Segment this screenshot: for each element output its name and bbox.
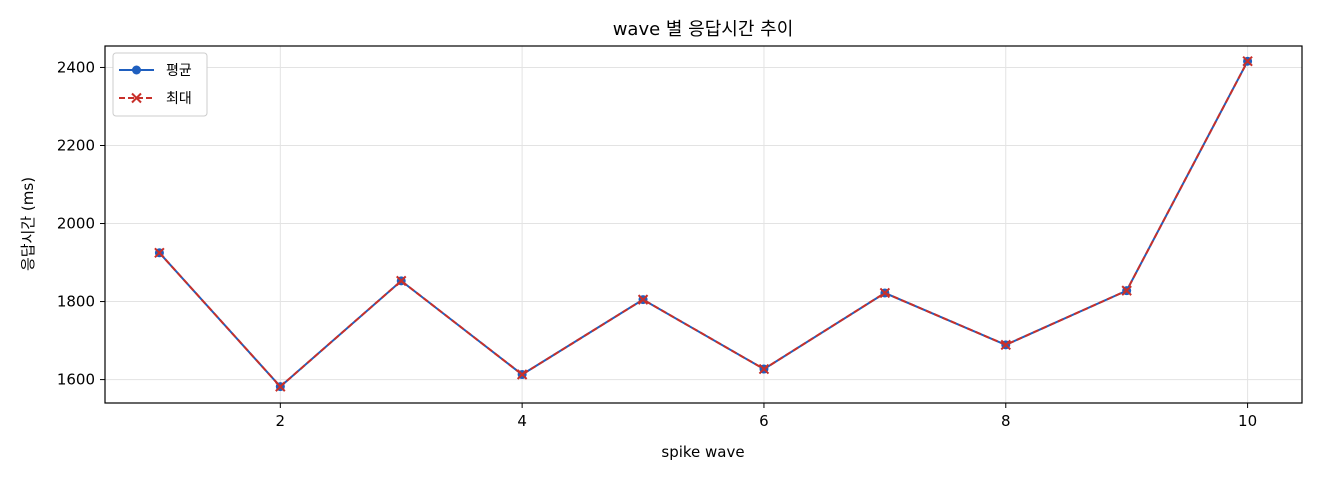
x-tick-label: 2 xyxy=(276,412,286,430)
data-point xyxy=(1000,339,1011,351)
y-tick-label: 2000 xyxy=(57,215,95,233)
x-axis-label: spike wave xyxy=(661,443,744,461)
data-point xyxy=(637,294,649,305)
data-point xyxy=(396,275,407,287)
data-point xyxy=(1121,285,1132,296)
series-max xyxy=(154,56,1253,392)
series-layer xyxy=(154,56,1253,392)
chart-title: wave 별 응답시간 추이 xyxy=(613,19,794,40)
grid xyxy=(105,46,1302,403)
y-tick-label: 2200 xyxy=(57,136,95,154)
data-point xyxy=(758,363,770,375)
x-tick-label: 4 xyxy=(517,412,527,430)
data-point xyxy=(516,369,528,380)
series-line xyxy=(158,60,1249,389)
legend-max-marker xyxy=(131,92,142,104)
data-point xyxy=(1242,56,1253,67)
y-axis-label: 응답시간 (ms) xyxy=(19,177,37,271)
legend-mean-marker xyxy=(132,65,141,75)
x-tick-label: 10 xyxy=(1238,412,1257,430)
y-tick-label: 2400 xyxy=(57,58,95,76)
legend-box xyxy=(112,52,208,117)
plot-frame xyxy=(104,45,1303,404)
legend-entry-max: 최대 xyxy=(119,91,192,107)
legend-max-label: 최대 xyxy=(166,91,192,107)
data-point xyxy=(275,381,286,392)
legend-entry-mean: 평균 xyxy=(119,63,192,79)
x-axis: 2 4 6 8 10 xyxy=(276,403,1257,430)
legend-mean-label: 평균 xyxy=(166,63,192,79)
data-point xyxy=(154,247,165,258)
data-point xyxy=(879,287,891,299)
x-tick-label: 6 xyxy=(759,412,769,430)
legend: 평균 최대 xyxy=(112,52,208,117)
x-tick-label: 8 xyxy=(1001,412,1011,430)
y-tick-label: 1600 xyxy=(57,371,95,389)
y-axis: 1600 1800 2000 2200 2400 xyxy=(57,58,105,389)
y-tick-label: 1800 xyxy=(57,293,95,311)
